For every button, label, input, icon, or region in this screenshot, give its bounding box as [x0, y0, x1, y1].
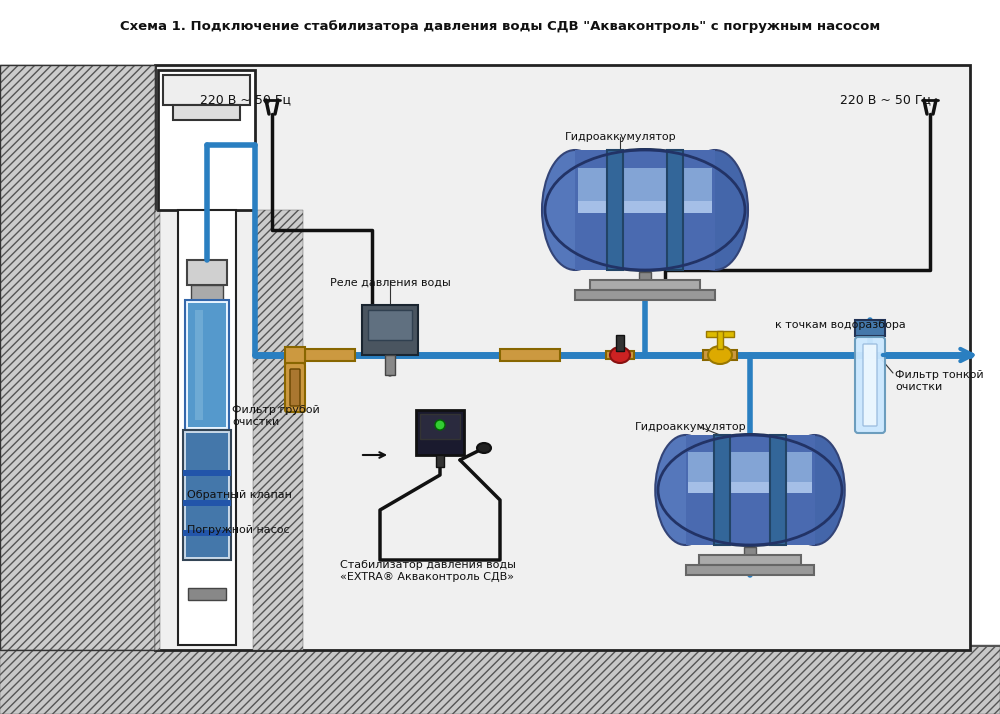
Bar: [158, 70, 255, 210]
Bar: [0, 65, 155, 650]
Bar: [185, 300, 229, 430]
Bar: [0, 645, 1000, 647]
Bar: [626, 351, 634, 359]
Bar: [699, 555, 801, 565]
Bar: [686, 565, 814, 575]
Text: Фильтр грубой
очистки: Фильтр грубой очистки: [232, 405, 320, 426]
Ellipse shape: [543, 148, 747, 272]
Text: Стабилизатор давления воды
«EXTRA® Акваконтроль СДВ»: Стабилизатор давления воды «EXTRA® Аквак…: [340, 560, 516, 582]
Bar: [686, 435, 814, 545]
FancyBboxPatch shape: [855, 337, 885, 433]
Bar: [575, 150, 715, 270]
Bar: [416, 410, 464, 455]
Ellipse shape: [477, 443, 491, 453]
Bar: [500, 349, 560, 361]
Ellipse shape: [435, 420, 445, 430]
Bar: [253, 210, 303, 650]
Bar: [578, 201, 712, 213]
Text: к точкам водоразбора: к точкам водоразбора: [775, 320, 906, 330]
Ellipse shape: [682, 150, 748, 270]
Bar: [155, 65, 970, 650]
Bar: [305, 349, 355, 361]
Text: Гидроаккумулятор: Гидроаккумулятор: [565, 132, 677, 142]
Bar: [590, 280, 700, 290]
Bar: [770, 435, 786, 545]
Bar: [183, 430, 231, 560]
Bar: [362, 305, 418, 355]
Text: 220 В ~ 50 Гц: 220 В ~ 50 Гц: [840, 93, 931, 106]
Bar: [163, 75, 250, 105]
Bar: [607, 150, 623, 270]
Bar: [744, 547, 756, 565]
Ellipse shape: [542, 150, 608, 270]
Bar: [717, 331, 723, 349]
Bar: [706, 331, 734, 337]
FancyBboxPatch shape: [290, 369, 300, 406]
Bar: [420, 414, 460, 439]
Bar: [436, 455, 444, 467]
Bar: [575, 290, 715, 300]
Bar: [688, 482, 812, 493]
Bar: [639, 272, 651, 290]
Bar: [186, 433, 228, 557]
Bar: [183, 470, 231, 476]
Bar: [606, 351, 614, 359]
Bar: [703, 350, 713, 360]
Text: Реле давления воды: Реле давления воды: [330, 278, 451, 288]
Ellipse shape: [708, 346, 732, 364]
Bar: [187, 260, 227, 285]
Bar: [714, 435, 730, 545]
Bar: [368, 310, 412, 340]
Bar: [688, 451, 812, 482]
Text: Схема 1. Подключение стабилизатора давления воды СДВ "Акваконтроль" с погружным : Схема 1. Подключение стабилизатора давле…: [120, 20, 880, 33]
Bar: [727, 350, 737, 360]
Bar: [575, 150, 715, 270]
Bar: [578, 168, 712, 201]
Bar: [855, 320, 885, 336]
Ellipse shape: [784, 435, 845, 545]
Bar: [667, 150, 683, 270]
Bar: [0, 65, 155, 650]
Bar: [183, 530, 231, 536]
Bar: [385, 355, 395, 375]
FancyBboxPatch shape: [285, 363, 305, 412]
Text: Фильтр тонкой
очистки: Фильтр тонкой очистки: [895, 370, 984, 391]
Bar: [285, 347, 305, 363]
Bar: [173, 105, 240, 120]
Text: Гидроаккумулятор: Гидроаккумулятор: [635, 422, 747, 432]
Bar: [155, 210, 160, 650]
Ellipse shape: [656, 433, 844, 547]
FancyBboxPatch shape: [863, 344, 877, 426]
Bar: [188, 303, 226, 427]
Ellipse shape: [655, 435, 716, 545]
Bar: [178, 210, 236, 645]
Bar: [686, 435, 814, 545]
Bar: [195, 310, 203, 420]
Bar: [183, 500, 231, 506]
Bar: [616, 335, 624, 351]
Text: Погружной насос: Погружной насос: [187, 525, 290, 535]
Text: 220 В ~ 50 Гц: 220 В ~ 50 Гц: [200, 93, 291, 106]
Bar: [191, 285, 223, 300]
Bar: [188, 588, 226, 600]
Text: Обратный клапан: Обратный клапан: [187, 490, 292, 500]
Ellipse shape: [610, 347, 630, 363]
Bar: [0, 645, 1000, 714]
